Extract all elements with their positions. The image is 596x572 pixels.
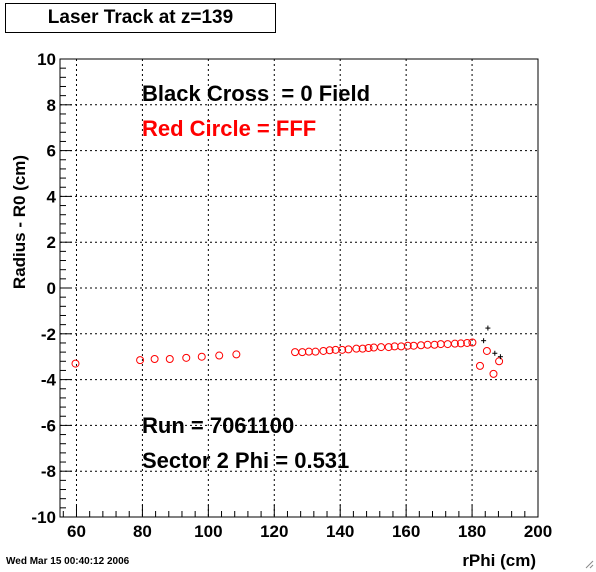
red-circle-point (456, 339, 465, 348)
y-tick-label: -6 (41, 416, 56, 435)
red-circle-point (423, 340, 432, 349)
y-tick-label: 6 (47, 142, 56, 161)
red-circle-point (344, 345, 353, 354)
y-axis-label: Radius - R0 (cm) (10, 155, 29, 289)
x-tick-label: 60 (67, 522, 86, 541)
red-circle-point (352, 344, 361, 353)
red-circle-point (377, 343, 386, 352)
red-circle-point (304, 347, 313, 356)
red-circle-point (71, 359, 80, 368)
grid-lines (60, 59, 538, 517)
y-tick-label: 2 (47, 233, 56, 252)
red-circle-point (397, 342, 406, 351)
red-circle-point (489, 369, 498, 378)
black-cross-point (481, 338, 487, 344)
red-circle-point (319, 346, 328, 355)
red-circle-point (182, 353, 191, 362)
x-tick-label: 100 (194, 522, 222, 541)
y-tick-label: 8 (47, 96, 56, 115)
red-circle-point (311, 347, 320, 356)
y-tick-labels: -10 -8 -6 -4 -2 0 2 4 6 8 10 (31, 50, 56, 527)
data-points (71, 325, 504, 378)
red-circle-point (495, 357, 504, 366)
red-circle-point (364, 343, 373, 352)
red-circle-point (384, 343, 393, 352)
y-tick-label: 10 (37, 50, 56, 69)
annotation-run: Run = 7061100 (142, 413, 294, 438)
y-tick-label: -2 (41, 325, 56, 344)
black-cross-point (485, 325, 491, 331)
red-circle-point (165, 354, 174, 363)
black-cross-point (497, 354, 503, 360)
red-circle-point (338, 345, 347, 354)
axis-ticks (60, 58, 539, 518)
red-circle-point (136, 356, 145, 365)
y-tick-label: 4 (47, 187, 57, 206)
y-tick-label: -10 (31, 508, 56, 527)
x-tick-label: 160 (392, 522, 420, 541)
x-tick-label: 120 (260, 522, 288, 541)
red-circle-point (325, 346, 334, 355)
annotation-sector: Sector 2 Phi = 0.531 (142, 448, 349, 473)
red-circle-point (150, 354, 159, 363)
red-circle-point (475, 361, 484, 370)
x-tick-labels: 60 80 100 120 140 160 180 200 (67, 522, 552, 541)
red-circle-point (358, 344, 367, 353)
annotation-red-circle: Red Circle = FFF (142, 116, 316, 141)
chart-title: Laser Track at z=139 (5, 3, 276, 33)
y-tick-label: -8 (41, 462, 56, 481)
black-cross-point (492, 350, 498, 356)
red-circle-point (443, 340, 452, 349)
red-circle-point (430, 340, 439, 349)
red-circle-point (197, 352, 206, 361)
red-circle-point (298, 348, 307, 357)
red-circle-point (232, 350, 241, 359)
red-circle-point (403, 341, 412, 350)
red-circle-point (468, 338, 477, 347)
y-tick-label: 0 (47, 279, 56, 298)
resize-grip-icon[interactable] (585, 560, 594, 569)
x-tick-label: 200 (524, 522, 552, 541)
red-circle-point (463, 338, 472, 347)
x-tick-label: 180 (458, 522, 486, 541)
x-tick-label: 80 (133, 522, 152, 541)
x-axis-label: rPhi (cm) (462, 551, 536, 570)
red-circle-point (369, 343, 378, 352)
red-circle-point (416, 341, 425, 350)
x-tick-label: 140 (326, 522, 354, 541)
red-circle-point (450, 339, 459, 348)
timestamp: Wed Mar 15 00:40:12 2006 (6, 556, 130, 567)
red-circle-point (482, 346, 491, 355)
red-circle-point (291, 348, 300, 357)
annotation-black-cross: Black Cross = 0 Field (142, 81, 370, 106)
y-tick-label: -4 (41, 371, 57, 390)
red-circle-point (215, 351, 224, 360)
